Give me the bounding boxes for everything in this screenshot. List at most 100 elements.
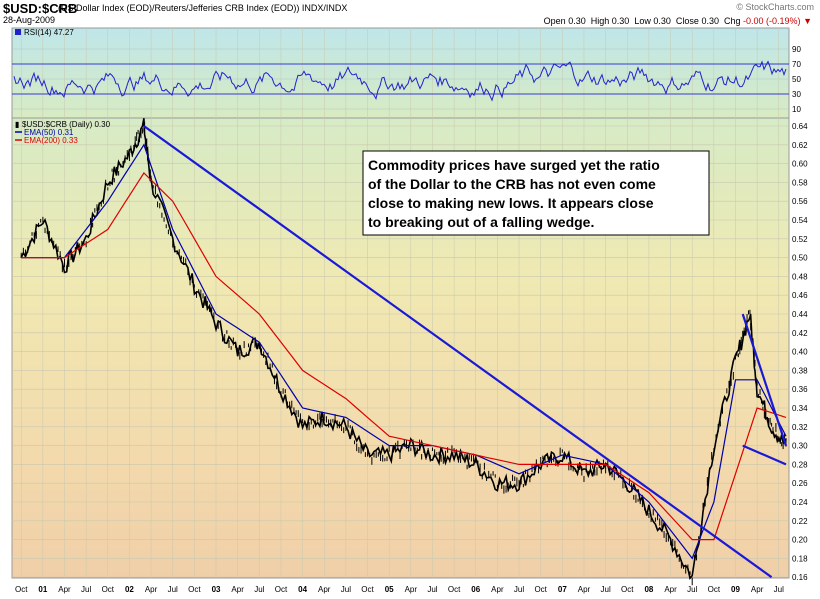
chart-subtitle: (US Dollar Index (EOD)/Reuters/Jefferies…: [58, 3, 348, 13]
low-value: 0.30: [653, 16, 671, 26]
x-tick-label: Oct: [708, 585, 721, 594]
y-tick-label: 0.58: [792, 178, 808, 187]
x-tick-label: 01: [38, 585, 47, 594]
y-tick-label: 0.60: [792, 160, 808, 169]
x-tick-label: Oct: [448, 585, 461, 594]
x-tick-label: 02: [125, 585, 134, 594]
legend-ema200-text: EMA(200) 0.33: [24, 136, 78, 145]
trendline-1: [741, 313, 788, 446]
rsi-tick-label: 90: [792, 45, 801, 54]
x-tick-label: Apr: [405, 585, 418, 594]
y-tick-label: 0.20: [792, 536, 808, 545]
x-tick-label: Apr: [578, 585, 591, 594]
rsi-tick-label: 30: [792, 90, 801, 99]
rsi-panel: [11, 27, 790, 119]
y-tick-label: 0.24: [792, 498, 808, 507]
x-tick-label: Apr: [664, 585, 677, 594]
low-label: Low: [634, 16, 651, 26]
x-tick-label: Jul: [514, 585, 524, 594]
x-tick-label: Apr: [231, 585, 244, 594]
chg-label: Chg: [724, 16, 741, 26]
close-value: 0.30: [701, 16, 719, 26]
y-tick-label: 0.18: [792, 554, 808, 563]
price-legend: ▮ $USD:$CRB (Daily) 0.30 EMA(50) 0.31 EM…: [15, 120, 111, 145]
high-value: 0.30: [611, 16, 630, 26]
y-tick-label: 0.62: [792, 141, 808, 150]
y-tick-label: 0.22: [792, 517, 808, 526]
brand-logo: © StockCharts.com: [736, 2, 814, 12]
trendline-0: [143, 125, 773, 579]
x-grid: [20, 28, 780, 578]
x-tick-label: Apr: [491, 585, 504, 594]
legend-ema50-text: EMA(50) 0.31: [24, 128, 74, 137]
y-axis-labels: 0.64 0.62 0.60 0.58 0.56 0.54 0.52 0.50 0.48 0.46…: [792, 45, 808, 582]
open-label: Open: [543, 16, 566, 26]
y-tick-label: 0.54: [792, 216, 808, 225]
chart-symbol: $USD:$CRB: [3, 1, 78, 16]
x-tick-label: Jul: [687, 585, 697, 594]
x-tick-label: Jul: [427, 585, 437, 594]
chart-date: 28-Aug-2009: [3, 15, 56, 25]
x-tick-label: 08: [644, 585, 653, 594]
x-tick-label: Jul: [601, 585, 611, 594]
quote-summary: Open 0.30 High 0.30 Low 0.30 Close 0.30 …: [544, 16, 812, 26]
legend-main: ▮: [15, 120, 19, 129]
rsi-tick-label: 50: [792, 75, 801, 84]
x-tick-label: 06: [471, 585, 480, 594]
x-tick-label: Apr: [145, 585, 158, 594]
rsi-legend-swatch: [15, 29, 21, 35]
x-tick-label: 09: [731, 585, 740, 594]
x-tick-label: Oct: [534, 585, 547, 594]
x-tick-label: Jul: [341, 585, 351, 594]
x-tick-label: Oct: [621, 585, 634, 594]
y-tick-label: 0.28: [792, 460, 808, 469]
rsi-legend-text: RSI(14) 47.27: [24, 28, 74, 37]
x-tick-label: Apr: [318, 585, 331, 594]
annotation-line-1: Commodity prices have surged yet the rat…: [368, 157, 660, 173]
x-tick-label: 04: [298, 585, 307, 594]
x-tick-label: 05: [385, 585, 394, 594]
y-tick-label: 0.42: [792, 329, 808, 338]
open-value: 0.30: [568, 16, 586, 26]
rsi-line: [13, 60, 787, 102]
x-tick-label: Oct: [361, 585, 374, 594]
y-tick-label: 0.36: [792, 385, 808, 394]
x-tick-label: 07: [558, 585, 567, 594]
rsi-tick-label: 10: [792, 105, 801, 114]
rsi-legend: RSI(14) 47.27: [15, 28, 74, 37]
chart-header: $USD:$CRB (US Dollar Index (EOD)/Reuters…: [0, 0, 820, 28]
rsi-tick-label: 70: [792, 60, 801, 69]
y-tick-label: 0.52: [792, 235, 808, 244]
x-tick-label: Apr: [751, 585, 764, 594]
x-tick-label: Jul: [168, 585, 178, 594]
y-tick-label: 0.38: [792, 366, 808, 375]
annotation-line-3: close to making new lows. It appears clo…: [368, 195, 654, 211]
x-tick-label: 03: [212, 585, 221, 594]
y-tick-label: 0.64: [792, 122, 808, 131]
annotation-background: [362, 150, 710, 236]
chg-value: -0.00 (-0.19%): [743, 16, 801, 26]
x-tick-label: Oct: [188, 585, 201, 594]
price-series: [20, 118, 787, 586]
y-tick-label: 0.46: [792, 291, 808, 300]
y-tick-label: 0.40: [792, 348, 808, 357]
x-tick-label: Oct: [15, 585, 28, 594]
close-label: Close: [675, 16, 699, 26]
trendline-2: [742, 444, 787, 466]
x-tick-label: Jul: [774, 585, 784, 594]
rsi-lines: [12, 60, 789, 102]
x-tick-label: Oct: [275, 585, 288, 594]
trendlines: [143, 125, 788, 579]
annotation-box: Commodity prices have surged yet the rat…: [362, 150, 710, 236]
y-tick-label: 0.34: [792, 404, 808, 413]
down-arrow-icon: ▼: [803, 16, 812, 26]
x-axis-labels: Oct 01 Apr Jul Oct 02 Apr Jul Oct 03 Apr Jul Oct 04 Ap…: [15, 585, 784, 594]
high-label: High: [590, 16, 610, 26]
y-tick-label: 0.26: [792, 479, 808, 488]
price-grid: [12, 125, 789, 578]
annotation-line-2: of the Dollar to the CRB has not even co…: [368, 176, 656, 192]
y-tick-label: 0.30: [792, 442, 808, 451]
y-tick-label: 0.44: [792, 310, 808, 319]
y-tick-label: 0.32: [792, 423, 808, 432]
